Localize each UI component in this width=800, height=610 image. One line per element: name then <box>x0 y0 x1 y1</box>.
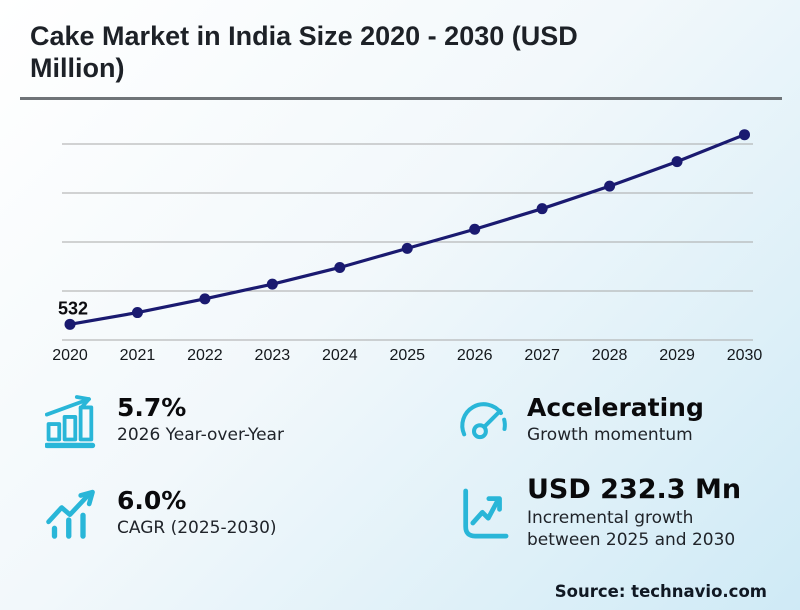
chart-area: 532 2020 2021 2022 2023 2024 2025 2026 2027 2028 2… <box>0 110 800 372</box>
chart-point <box>604 180 616 192</box>
stat-cagr-label: CAGR (2025-2030) <box>117 517 277 538</box>
chart-point <box>469 223 481 235</box>
stat-yoy-text: 5.7% 2026 Year-over-Year <box>117 394 284 447</box>
stat-cagr-value: 6.0% <box>117 485 187 515</box>
x-tick-label: 2028 <box>592 347 628 364</box>
point-value-label: 532 <box>58 298 88 318</box>
x-tick-label: 2030 <box>727 347 763 364</box>
x-tick-label: 2024 <box>322 347 358 364</box>
market-line-chart: 532 2020 2021 2022 2023 2024 2025 2026 2027 2028 2… <box>52 129 763 364</box>
stat-incremental-label: Incremental growth between 2025 and 2030 <box>527 508 736 550</box>
x-tick-label: 2023 <box>255 347 291 364</box>
stat-momentum-label: Growth momentum <box>527 425 693 446</box>
stat-momentum-value: Accelerating <box>527 393 704 423</box>
stat-cagr: 6.0% CAGR (2025-2030) <box>45 475 455 552</box>
stats-grid: 5.7% 2026 Year-over-Year Accelerating Gr… <box>45 392 760 552</box>
x-tick-label: 2029 <box>659 347 695 364</box>
stat-yoy-label: 2026 Year-over-Year <box>117 425 284 446</box>
stat-cagr-text: 6.0% CAGR (2025-2030) <box>117 485 277 540</box>
trend-bars-icon <box>45 485 102 542</box>
chart-point <box>266 278 278 290</box>
chart-point <box>334 261 346 273</box>
chart-point <box>131 307 143 319</box>
stat-incremental-text: USD 232.3 Mn Incremental growth between … <box>527 474 759 552</box>
stat-incremental: USD 232.3 Mn Incremental growth between … <box>455 474 760 552</box>
gauge-icon <box>455 392 512 449</box>
chart-point <box>199 293 211 305</box>
stat-yoy-value: 5.7% <box>117 393 187 423</box>
stat-yoy: 5.7% 2026 Year-over-Year <box>45 392 455 449</box>
page-title: Cake Market in India Size 2020 - 2030 (U… <box>30 20 770 85</box>
source-credit: Source: technavio.com <box>554 582 767 601</box>
stat-incremental-value: USD 232.3 Mn <box>527 474 742 505</box>
chart-axis-icon <box>455 485 512 542</box>
bar-growth-icon <box>45 392 102 449</box>
stat-momentum-text: Accelerating Growth momentum <box>527 394 704 447</box>
x-tick-label: 2027 <box>524 347 560 364</box>
chart-point <box>739 129 750 141</box>
chart-point <box>536 203 548 215</box>
x-tick-label: 2025 <box>389 347 425 364</box>
x-tick-label: 2021 <box>120 347 156 364</box>
chart-point <box>671 156 683 168</box>
page-title-line1: Cake Market in India Size 2020 - 2030 (U… <box>30 21 578 51</box>
title-separator <box>20 97 782 100</box>
x-tick-label: 2026 <box>457 347 493 364</box>
x-tick-label: 2022 <box>187 347 223 364</box>
trend-line <box>69 133 746 326</box>
page-title-line2: Million) <box>30 53 125 84</box>
stat-momentum: Accelerating Growth momentum <box>455 392 760 449</box>
chart-point <box>64 318 76 330</box>
x-tick-label: 2020 <box>52 347 88 364</box>
chart-point <box>401 242 413 254</box>
